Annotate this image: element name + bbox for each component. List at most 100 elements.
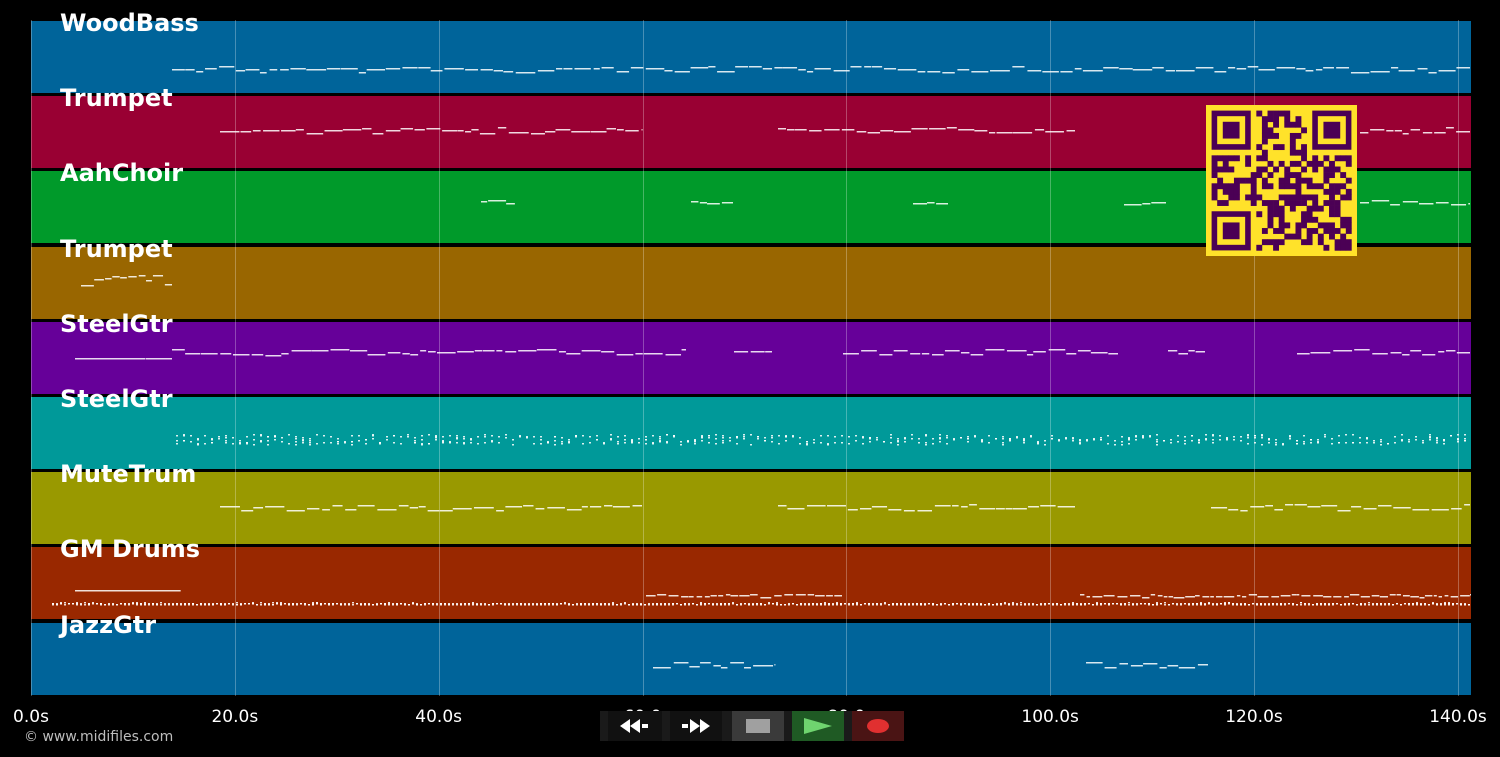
- note-mark: [328, 603, 330, 605]
- note-mark: [1300, 604, 1302, 606]
- note-mark: [928, 603, 930, 605]
- note-mark: [306, 69, 327, 71]
- note-mark: [589, 436, 591, 438]
- note-mark: [376, 604, 378, 606]
- track-label: Trumpet: [60, 234, 173, 263]
- note-mark: [776, 604, 778, 606]
- note-mark: [713, 665, 721, 667]
- note-mark: [798, 69, 806, 71]
- note-mark: [552, 604, 554, 606]
- note-mark: [430, 70, 443, 72]
- note-mark: [841, 442, 843, 444]
- note-mark: [364, 603, 366, 605]
- note-mark: [428, 434, 430, 436]
- note-mark: [1440, 603, 1442, 605]
- stop-button[interactable]: [732, 711, 784, 741]
- note-mark: [470, 439, 472, 441]
- track-band[interactable]: [31, 246, 1471, 319]
- play-button[interactable]: [792, 711, 844, 741]
- note-mark: [505, 437, 507, 439]
- note-mark: [185, 353, 201, 355]
- note-mark: [1172, 603, 1174, 605]
- track-band[interactable]: [31, 321, 1471, 394]
- note-mark: [1072, 438, 1074, 440]
- note-mark: [392, 604, 394, 606]
- note-mark: [918, 442, 920, 444]
- note-mark: [630, 67, 644, 69]
- note-mark: [245, 69, 260, 71]
- note-mark: [593, 68, 600, 70]
- note-mark: [112, 276, 120, 278]
- note-mark: [1135, 439, 1137, 441]
- note-mark: [524, 603, 526, 605]
- note-mark: [164, 603, 166, 605]
- note-mark: [330, 442, 332, 444]
- note-mark: [190, 435, 192, 437]
- note-mark: [748, 66, 762, 68]
- note-mark: [1226, 439, 1228, 441]
- note-mark: [700, 602, 702, 604]
- note-mark: [936, 604, 938, 606]
- note-mark: [624, 442, 626, 444]
- note-mark: [152, 275, 164, 277]
- note-mark: [1079, 442, 1081, 444]
- note-mark: [566, 353, 581, 355]
- note-mark: [524, 604, 526, 606]
- note-mark: [694, 440, 696, 442]
- note-mark: [917, 510, 932, 512]
- note-mark: [1443, 440, 1445, 442]
- note-mark: [320, 603, 322, 605]
- note-mark: [316, 443, 318, 445]
- note-mark: [1394, 436, 1396, 438]
- note-mark: [484, 603, 486, 605]
- note-mark: [952, 603, 954, 605]
- note-mark: [946, 437, 948, 439]
- note-mark: [617, 443, 619, 445]
- note-mark: [893, 131, 911, 133]
- note-mark: [379, 442, 381, 444]
- note-mark: [856, 604, 858, 606]
- note-mark: [1372, 603, 1374, 605]
- note-mark: [420, 350, 427, 352]
- note-mark: [1176, 604, 1178, 606]
- note-mark: [281, 441, 283, 443]
- note-mark: [1388, 603, 1390, 605]
- note-mark: [568, 442, 570, 444]
- note-mark: [856, 602, 858, 604]
- note-mark: [1328, 603, 1330, 605]
- note-mark: [589, 442, 591, 444]
- note-mark: [694, 441, 696, 443]
- note-mark: [1170, 439, 1172, 441]
- note-mark: [917, 71, 926, 73]
- track-band[interactable]: [31, 397, 1471, 469]
- note-mark: [674, 71, 690, 73]
- note-mark: [1428, 72, 1437, 74]
- note-mark: [302, 442, 304, 444]
- track-band[interactable]: [31, 547, 1471, 620]
- note-mark: [1387, 443, 1389, 445]
- record-button[interactable]: [852, 711, 904, 741]
- note-mark: [612, 604, 614, 606]
- note-mark: [657, 594, 667, 596]
- note-mark: [568, 604, 570, 606]
- note-mark: [1436, 442, 1438, 444]
- note-mark: [84, 602, 86, 604]
- track-band[interactable]: [31, 622, 1471, 695]
- track-band[interactable]: [31, 21, 1471, 93]
- note-mark: [847, 509, 858, 511]
- note-mark: [892, 604, 894, 606]
- note-mark: [1415, 436, 1417, 438]
- note-mark: [1360, 596, 1370, 598]
- track-band[interactable]: [31, 472, 1471, 545]
- note-mark: [867, 132, 881, 134]
- note-mark: [897, 444, 899, 446]
- note-mark: [1215, 596, 1223, 598]
- fast-forward-button[interactable]: [670, 711, 722, 741]
- note-mark: [330, 436, 332, 438]
- note-mark: [880, 130, 894, 132]
- note-mark: [1202, 596, 1210, 598]
- rewind-button[interactable]: [608, 711, 662, 741]
- note-mark: [558, 351, 566, 353]
- note-mark: [1410, 129, 1421, 131]
- note-mark: [934, 505, 951, 507]
